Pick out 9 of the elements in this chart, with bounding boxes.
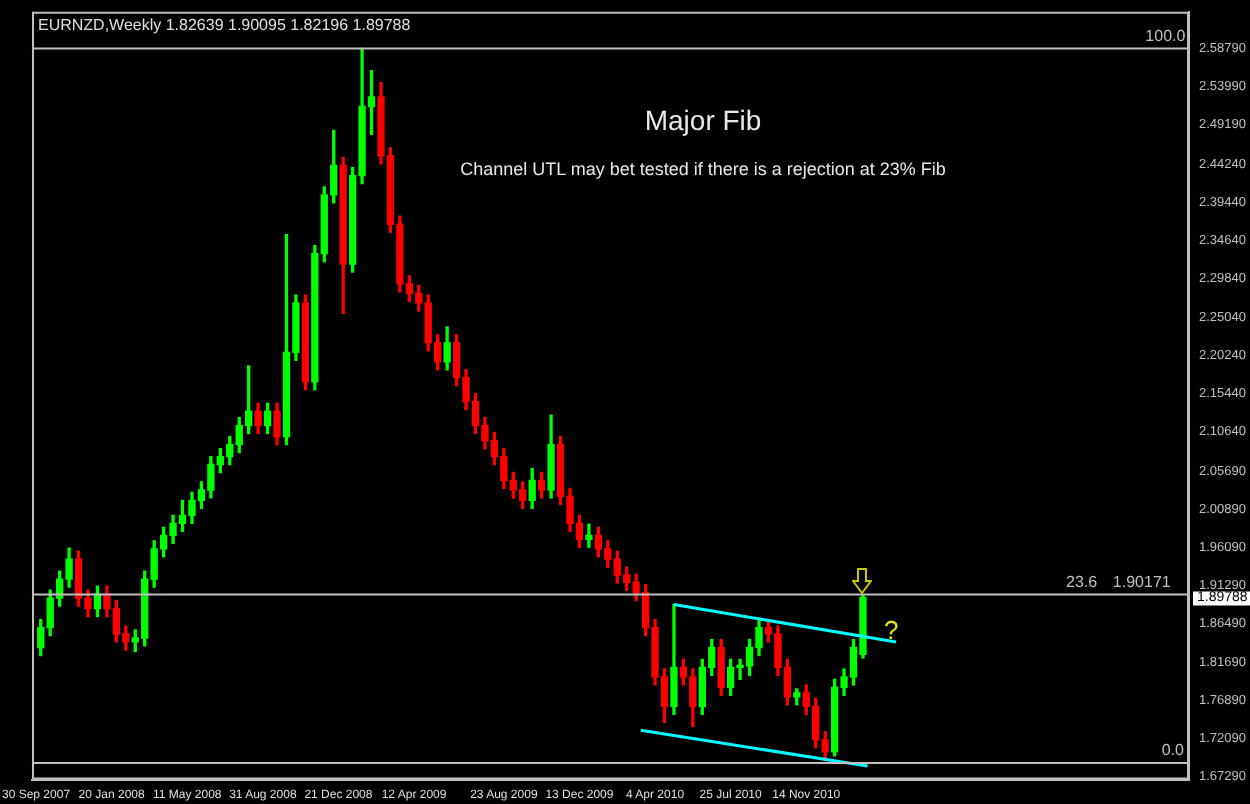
candlestick	[585, 523, 593, 548]
annotation: Major Fib	[644, 103, 762, 136]
annotation: Channel UTL may bet tested if there is a rejection at 23% Fib	[460, 158, 946, 179]
annotation: 1.90171	[1112, 572, 1172, 591]
annotation: 0.0	[1161, 741, 1186, 760]
annotation: ?	[884, 614, 899, 645]
annotation: 23.6	[1066, 572, 1099, 591]
annotation: 100.0	[1145, 26, 1187, 45]
chart-title: EURNZD,Weekly 1.82639 1.90095 1.82196 1.89788	[37, 16, 412, 35]
